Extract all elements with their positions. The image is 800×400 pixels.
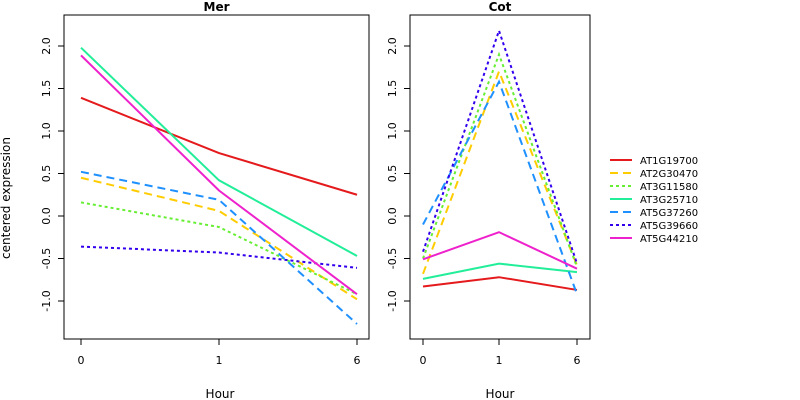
legend-label-at2g30470: AT2G30470 [640,169,698,180]
x-axis-label-mer: Hour [206,387,235,400]
y-tick-label-mer: 0.0 [40,207,53,225]
y-tick-label-cot: -1.0 [386,290,399,311]
series-line-mer-at5g39660 [80,245,358,269]
legend-label-at3g11580: AT3G11580 [640,182,698,193]
y-tick-label-cot: 0.5 [386,165,399,183]
series-line-cot-at5g39660 [422,27,578,264]
x-axis-label-cot: Hour [486,387,515,400]
plot-frame-cot [409,14,591,340]
y-tick-label-cot: -0.5 [386,248,399,269]
series-line-mer-at2g30470 [80,176,358,301]
series-line-cot-at2g30470 [422,68,578,275]
panel-title-mer: Mer [204,0,230,14]
x-tick-label-mer: 1 [216,354,223,367]
x-tick-label-cot: 6 [574,354,581,367]
x-tick-label-mer: 0 [78,354,85,367]
y-tick-label-mer: 1.5 [40,80,53,98]
panel-cot: Cot Hour -1.0 -0.5 0.0 0.5 1.0 1.5 2.0 0 1 6 [386,0,591,400]
legend-label-at1g19700: AT1G19700 [640,156,698,167]
y-tick-label-mer: -0.5 [40,248,53,269]
series-line-mer-at5g37260 [80,170,358,325]
series-line-mer-at5g44210 [80,54,358,295]
panel-title-cot: Cot [489,0,512,14]
x-tick-label-cot: 0 [420,354,427,367]
series-line-cot-at3g11580 [422,51,578,268]
panel-mer: Mer Hour -1.0 -0.5 0.0 0.5 1.0 1.5 2.0 0 1 6 [40,0,370,400]
y-tick-label-cot: 0.0 [386,207,399,225]
series-line-cot-at5g37260 [422,79,578,295]
y-tick-label-mer: 0.5 [40,165,53,183]
series-line-cot-at5g44210 [422,231,578,270]
legend-label-at5g37260: AT5G37260 [640,208,698,219]
series-line-cot-at1g19700 [422,276,578,291]
y-tick-label-mer: 1.0 [40,122,53,140]
y-tick-label-cot: 1.0 [386,122,399,140]
series-line-mer-at1g19700 [80,96,358,196]
x-tick-label-cot: 1 [496,354,503,367]
y-tick-label-cot: 2.0 [386,37,399,55]
legend-label-at5g44210: AT5G44210 [640,234,698,245]
y-tick-label-mer: -1.0 [40,290,53,311]
legend-label-at3g25710: AT3G25710 [640,195,698,206]
series-line-mer-at3g11580 [80,201,358,296]
series-line-mer-at3g25710 [80,46,358,257]
y-tick-label-mer: 2.0 [40,37,53,55]
y-tick-label-cot: 1.5 [386,80,399,98]
y-axis-label: centered expression [0,137,13,259]
legend: AT1G19700 AT2G30470 AT3G11580 AT3G25710 AT5G… [610,156,698,245]
legend-label-at5g39660: AT5G39660 [640,221,698,232]
x-tick-label-mer: 6 [354,354,361,367]
series-line-cot-at3g25710 [422,262,578,280]
